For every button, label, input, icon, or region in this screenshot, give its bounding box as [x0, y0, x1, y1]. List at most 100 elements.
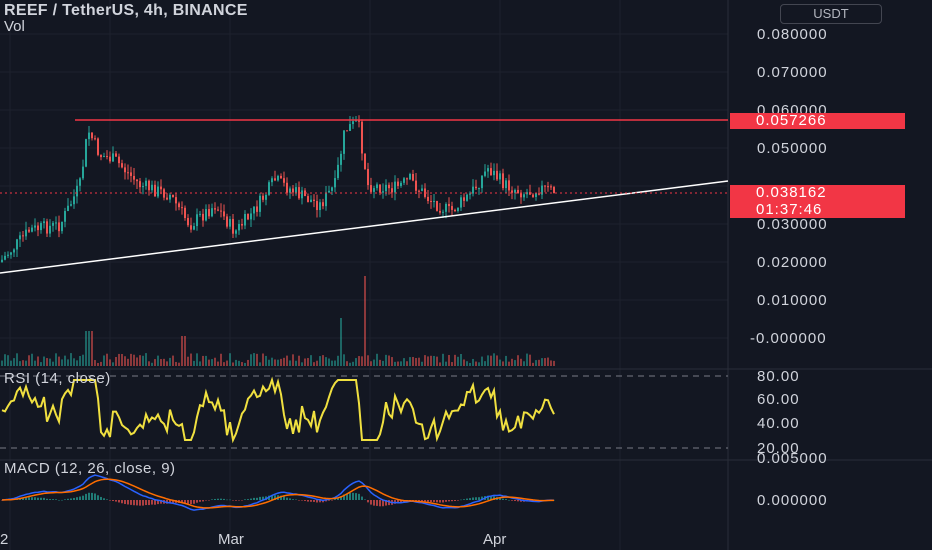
candle-body [532, 194, 534, 197]
price-axis-label: 0.050000 [757, 140, 828, 157]
volume-bar [382, 360, 384, 366]
macd-histogram-bar [247, 499, 249, 500]
candlesticks [1, 115, 555, 263]
candle-body [91, 132, 93, 139]
volume-bar [508, 361, 510, 366]
macd-histogram-bar [208, 500, 210, 501]
volume-bar [349, 362, 351, 366]
candle-body [457, 207, 459, 212]
volume-bar [127, 358, 129, 366]
macd-histogram-bar [511, 500, 513, 501]
macd-histogram-bar [85, 493, 87, 500]
volume-bar [232, 362, 234, 366]
volume-bar [463, 359, 465, 366]
macd-indicator-label[interactable]: MACD (12, 26, close, 9) [4, 460, 176, 477]
candle-body [235, 230, 237, 234]
macd-histogram-bar [55, 499, 57, 500]
macd-histogram-bar [232, 500, 234, 501]
volume-bar [31, 353, 33, 366]
volume-bar [472, 358, 474, 366]
candle-body [388, 184, 390, 189]
candle-body [454, 209, 456, 212]
candle-body [415, 180, 417, 191]
macd-histogram-bar [283, 496, 285, 500]
macd-histogram-bar [286, 497, 288, 500]
candle-body [421, 188, 423, 191]
candle-body [82, 166, 84, 179]
volume-bar [238, 360, 240, 366]
volume-bar [235, 359, 237, 366]
candle-body [55, 222, 57, 224]
volume-bar [421, 361, 423, 366]
volume-bar [484, 361, 486, 366]
candle-body [346, 130, 348, 132]
volume-bar [169, 357, 171, 366]
candle-body [541, 185, 543, 195]
macd-histogram-bar [94, 493, 96, 500]
price-axis-label: 0.030000 [757, 216, 828, 233]
candle-body [520, 193, 522, 198]
macd-histogram-bar [64, 499, 66, 500]
volume-bar [400, 361, 402, 366]
candle-body [241, 223, 243, 226]
candle-body [469, 193, 471, 195]
candle-body [205, 209, 207, 221]
volume-bar [70, 353, 72, 366]
volume-bar [496, 355, 498, 366]
volume-bar [322, 355, 324, 366]
volume-bar [277, 359, 279, 366]
volume-bar [91, 331, 93, 366]
volume-bar [262, 353, 264, 366]
volume-bar [436, 356, 438, 366]
macd-histogram-bar [37, 497, 39, 500]
candle-body [286, 182, 288, 193]
volume-bar [514, 360, 516, 366]
candle-body [46, 221, 48, 234]
volume-bar [124, 356, 126, 366]
macd-histogram-bar [79, 496, 81, 500]
candle-body [331, 187, 333, 191]
symbol-title[interactable]: REEF / TetherUS, 4h, BINANCE [4, 2, 248, 19]
macd-histogram-bar [349, 492, 351, 500]
candle-body [295, 187, 297, 193]
macd-histogram-bar [418, 500, 420, 502]
volume-bar [121, 354, 123, 366]
candle-body [169, 194, 171, 200]
volume-bar [118, 353, 120, 366]
volume-bar [448, 354, 450, 366]
macd-histogram-bar [334, 499, 336, 500]
candle-body [436, 200, 438, 211]
macd-histogram-bar [274, 495, 276, 500]
price-axis-label: 0.010000 [757, 292, 828, 309]
candle-body [379, 184, 381, 193]
macd-histogram-bar [112, 500, 114, 502]
candle-body [178, 203, 180, 208]
currency-button[interactable]: USDT [780, 4, 882, 24]
candle-body [283, 178, 285, 183]
volume-bar [502, 361, 504, 366]
rsi-indicator-label[interactable]: RSI (14, close) [4, 370, 111, 387]
trend-line[interactable] [0, 180, 729, 274]
volume-bar [547, 357, 549, 366]
candle-body [127, 172, 129, 174]
candle-body [136, 179, 138, 182]
macd-signal-line [1, 478, 554, 509]
candle-body [148, 180, 150, 191]
candle-body [361, 121, 363, 154]
volume-bar [391, 357, 393, 366]
candle-body [391, 188, 393, 193]
volume-bar [73, 358, 75, 366]
volume-bar [142, 355, 144, 366]
volume-bar [454, 354, 456, 366]
macd-histogram-bar [241, 500, 243, 501]
candle-body [52, 222, 54, 226]
candle-body [244, 214, 246, 226]
candle-body [31, 227, 33, 232]
macd-histogram-bar [25, 497, 27, 500]
volume-bar [505, 355, 507, 366]
volume-bar [178, 362, 180, 366]
candle-body [337, 164, 339, 179]
volume-bar [517, 355, 519, 366]
candle-body [145, 180, 147, 187]
